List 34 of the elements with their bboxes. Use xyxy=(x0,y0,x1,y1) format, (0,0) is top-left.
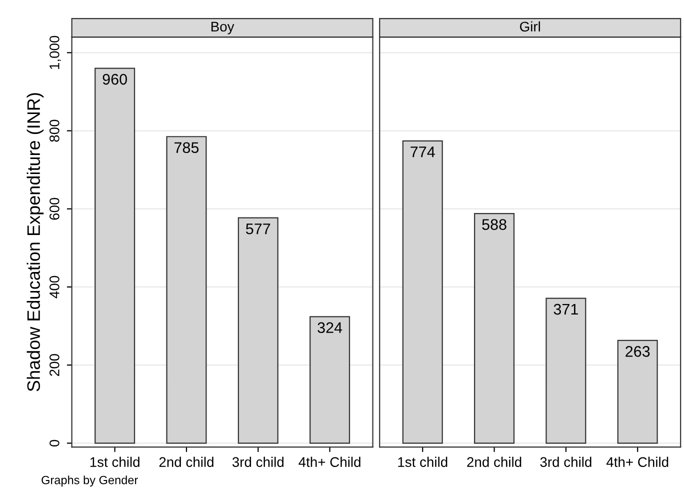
x-tick-label: 1st child xyxy=(90,456,140,467)
bar xyxy=(94,68,136,444)
data-label: 577 xyxy=(246,224,270,234)
data-label: 263 xyxy=(626,346,650,357)
bar xyxy=(310,316,350,444)
data-label: 588 xyxy=(482,219,506,230)
x-tick-label: 2nd child xyxy=(159,456,214,467)
y-tick-label: 600 xyxy=(50,198,60,220)
y-tick-label: 800 xyxy=(50,120,60,142)
x-tick-label: 3rd child xyxy=(540,456,592,467)
bar xyxy=(474,213,515,444)
x-tick-label: 4th+ Child xyxy=(298,456,360,467)
x-tick-label: 4th+ Child xyxy=(606,456,668,467)
bar xyxy=(402,140,443,444)
x-tick-label: 3rd child xyxy=(232,456,284,467)
chart-title: Boy xyxy=(211,22,234,34)
data-label: 371 xyxy=(554,304,578,315)
x-tick-label: 1st child xyxy=(398,456,448,467)
data-label: 324 xyxy=(318,322,342,334)
y-tick-label: 400 xyxy=(50,276,60,298)
data-label: 774 xyxy=(410,146,435,158)
y-tick-label: 200 xyxy=(50,354,60,376)
chart-title: Girl xyxy=(520,21,540,32)
bar xyxy=(238,217,278,444)
y-tick-label: 0 xyxy=(50,440,60,446)
bar xyxy=(166,136,207,444)
bar xyxy=(546,298,586,444)
data-label: 785 xyxy=(174,142,199,154)
text: Graphs by Gender xyxy=(42,476,138,487)
data-label: 960 xyxy=(102,74,127,85)
y-axis-title: Shadow Education Expenditure (INR) xyxy=(26,93,44,392)
x-tick-label: 2nd child xyxy=(467,456,522,467)
bar xyxy=(617,340,658,444)
y-tick-label: 1,000 xyxy=(50,36,61,69)
